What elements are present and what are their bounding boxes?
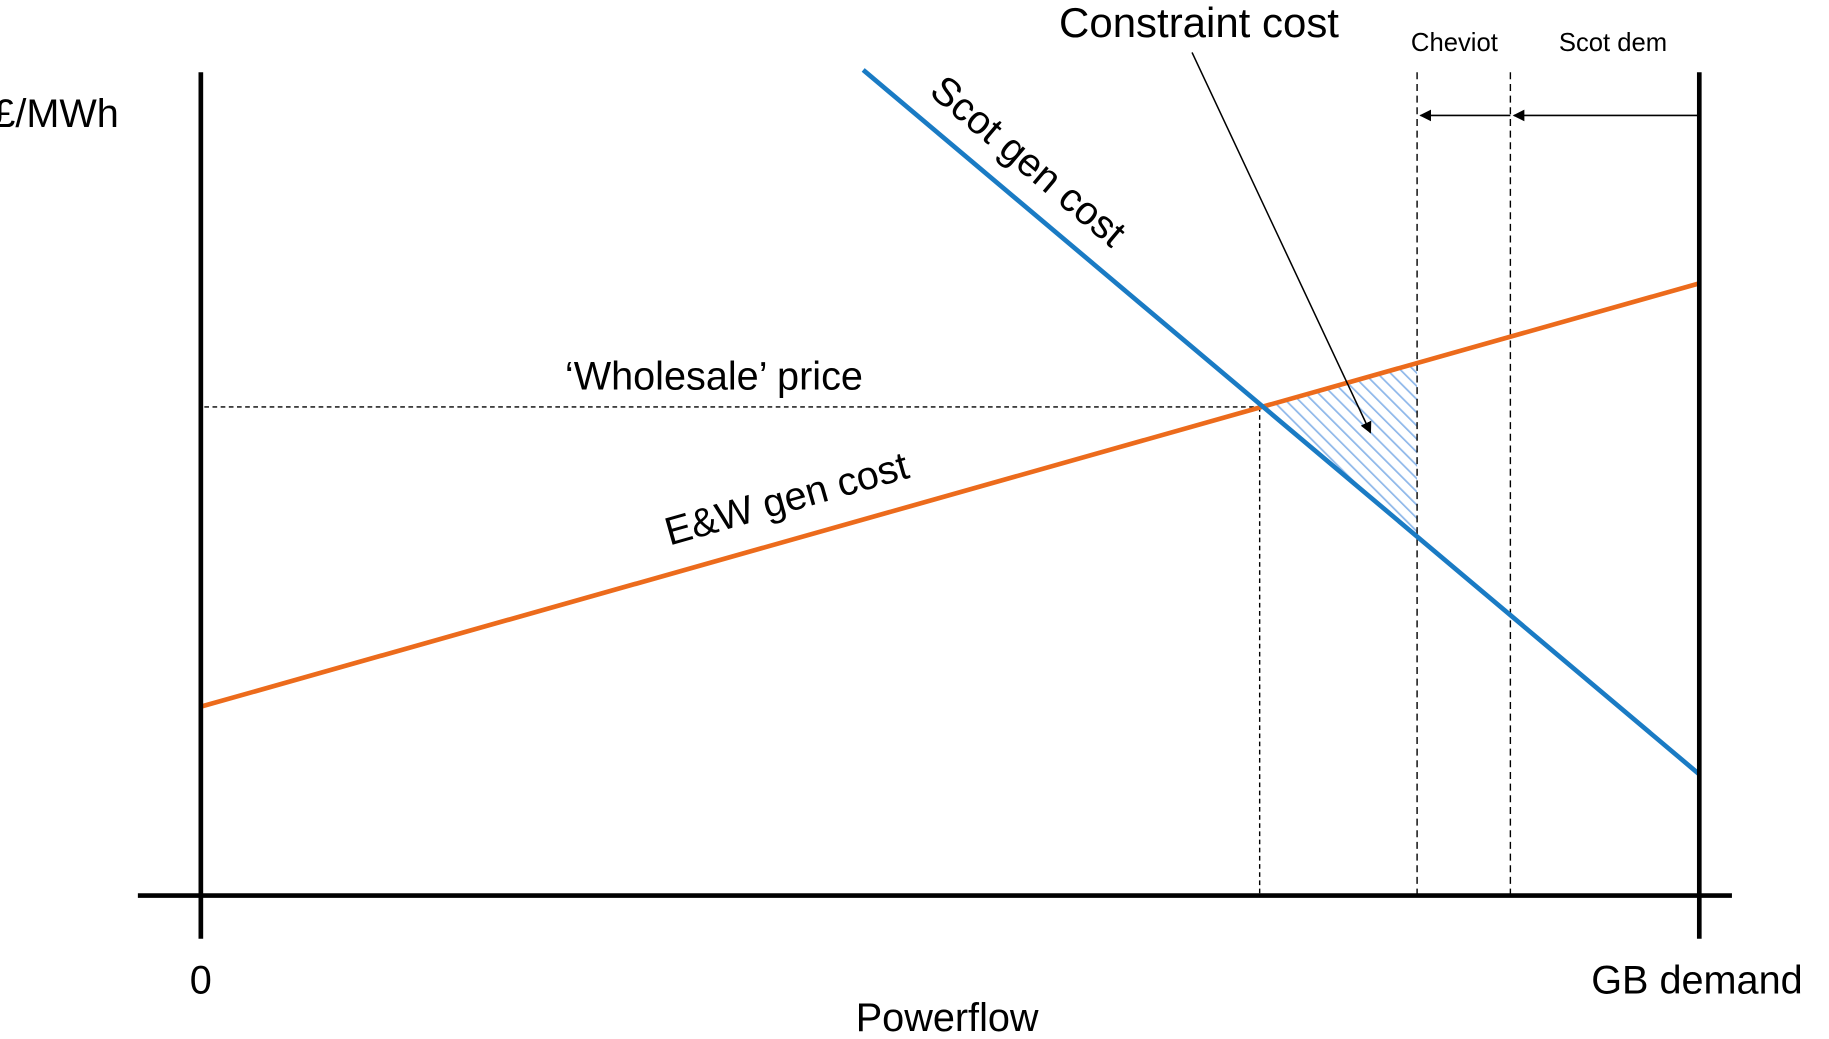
x-end-label: GB demand [1591, 958, 1802, 1002]
scot-dem-label: Scot dem [1559, 29, 1667, 57]
cheviot-label: Cheviot [1411, 29, 1498, 57]
ew-curve-label: E&W gen cost [660, 444, 914, 555]
scot-curve-label: Scot gen cost [922, 67, 1134, 255]
constraint-area [1259, 362, 1418, 537]
constraint-pointer [1191, 52, 1372, 434]
price-label: ‘Wholesale’ price [565, 354, 863, 398]
x-axis-label: Powerflow [856, 996, 1039, 1039]
y-axis-label: £/MWh [0, 92, 119, 136]
x-origin-label: 0 [190, 958, 212, 1002]
constraint-label: Constraint cost [1059, 0, 1339, 46]
scot-cost-line [861, 68, 1701, 777]
ew-cost-line [200, 281, 1700, 709]
